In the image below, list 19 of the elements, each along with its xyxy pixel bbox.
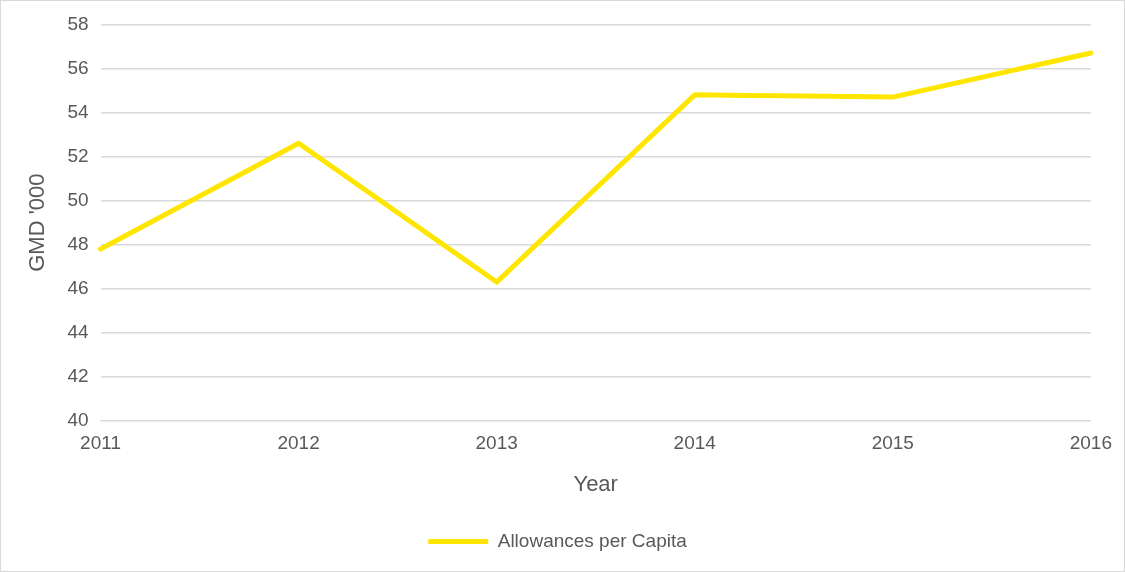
y-tick-label: 50 [67,188,89,210]
y-tick-label: 40 [67,409,89,431]
y-tick-label: 52 [67,144,89,166]
y-tick-label: 48 [67,232,89,254]
legend-label: Allowances per Capita [497,529,688,551]
y-tick-label: 46 [67,276,89,298]
y-tick-label: 54 [67,100,89,122]
x-tick-label: 2012 [277,432,320,454]
x-tick-label: 2011 [80,432,121,454]
y-tick-label: 44 [67,320,89,342]
y-tick-label: 42 [67,364,89,386]
y-tick-label: 58 [67,12,89,34]
x-tick-label: 2016 [1069,432,1113,454]
y-axis-title: GMD '000 [24,173,50,272]
x-tick-label: 2014 [673,432,717,454]
x-axis-title: Year [573,470,618,496]
x-tick-label: 2013 [475,432,518,454]
y-tick-label: 56 [67,56,89,78]
x-tick-label: 2015 [871,432,914,454]
